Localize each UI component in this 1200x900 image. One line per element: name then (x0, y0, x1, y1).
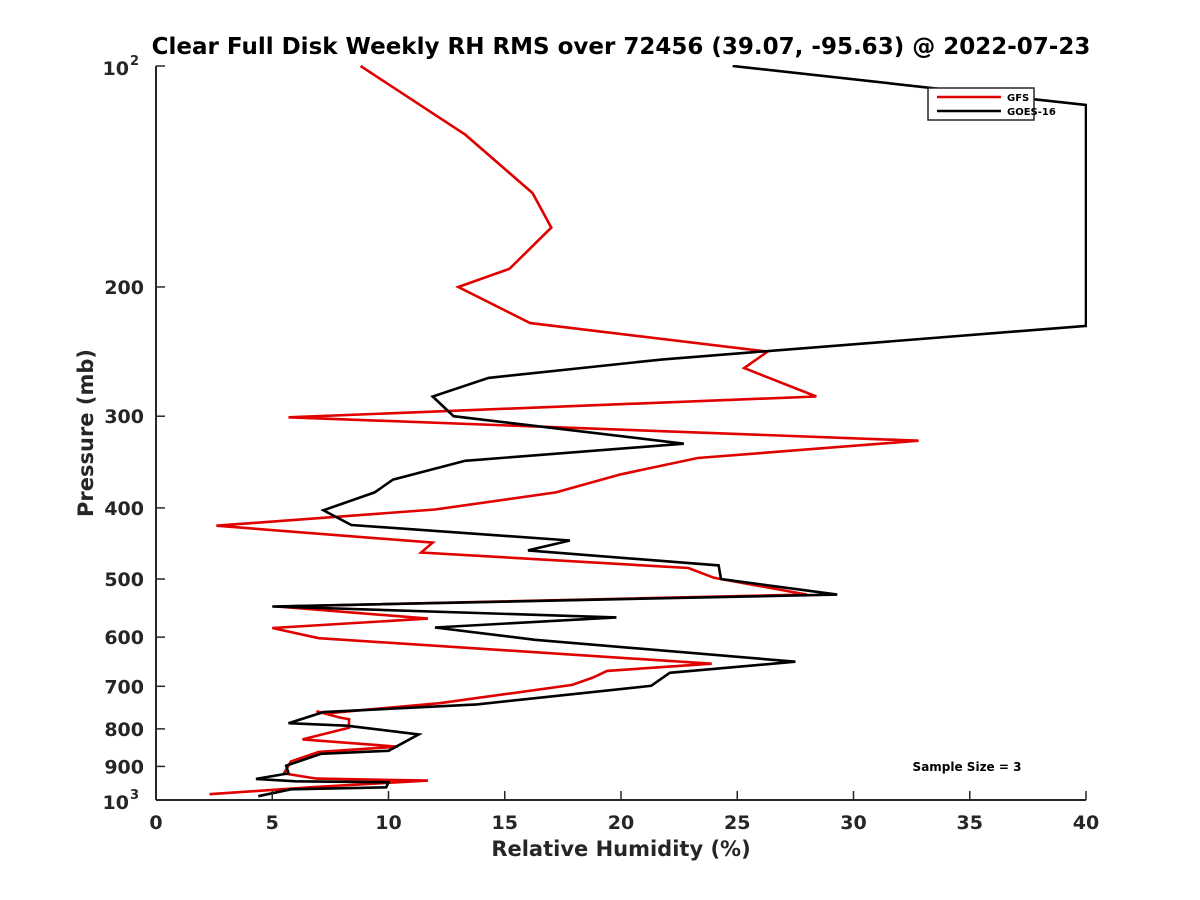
y-tick-label-2: 300 (104, 406, 144, 428)
x-tick-label-1: 5 (266, 812, 279, 834)
sample-size-annotation: Sample Size = 3 (913, 760, 1022, 774)
y-tick-exponent-0: 2 (130, 54, 139, 69)
y-tick-exponent-9: 3 (130, 788, 139, 803)
x-tick-label-7: 35 (957, 812, 983, 834)
chart-title: Clear Full Disk Weekly RH RMS over 72456… (152, 34, 1091, 60)
x-tick-label-8: 40 (1073, 812, 1099, 834)
y-tick-label-4: 500 (104, 569, 144, 591)
y-tick-label-9: 10 (103, 792, 129, 814)
legend-box (927, 87, 1035, 121)
legend: GFS GOES-16 (927, 87, 1056, 121)
x-tick-label-4: 20 (608, 812, 634, 834)
x-tick-label-2: 10 (375, 812, 401, 834)
y-tick-label-7: 800 (104, 719, 144, 741)
legend-label-goes16: GOES-16 (1007, 107, 1056, 118)
legend-label-gfs: GFS (1007, 93, 1029, 104)
x-tick-label-6: 30 (840, 812, 866, 834)
x-tick-label-3: 15 (492, 812, 518, 834)
x-axis-label: Relative Humidity (%) (491, 837, 750, 861)
y-tick-label-0: 10 (103, 58, 129, 80)
x-tick-label-0: 0 (149, 812, 162, 834)
y-tick-label-5: 600 (104, 627, 144, 649)
y-axis-label: Pressure (mb) (74, 349, 98, 517)
series-line-goes16 (255, 65, 1087, 798)
y-tick-label-6: 700 (104, 676, 144, 698)
y-tick-label-1: 200 (104, 277, 144, 299)
x-tick-label-5: 25 (724, 812, 750, 834)
y-tick-label-8: 900 (104, 756, 144, 778)
y-tick-label-3: 400 (104, 498, 144, 520)
